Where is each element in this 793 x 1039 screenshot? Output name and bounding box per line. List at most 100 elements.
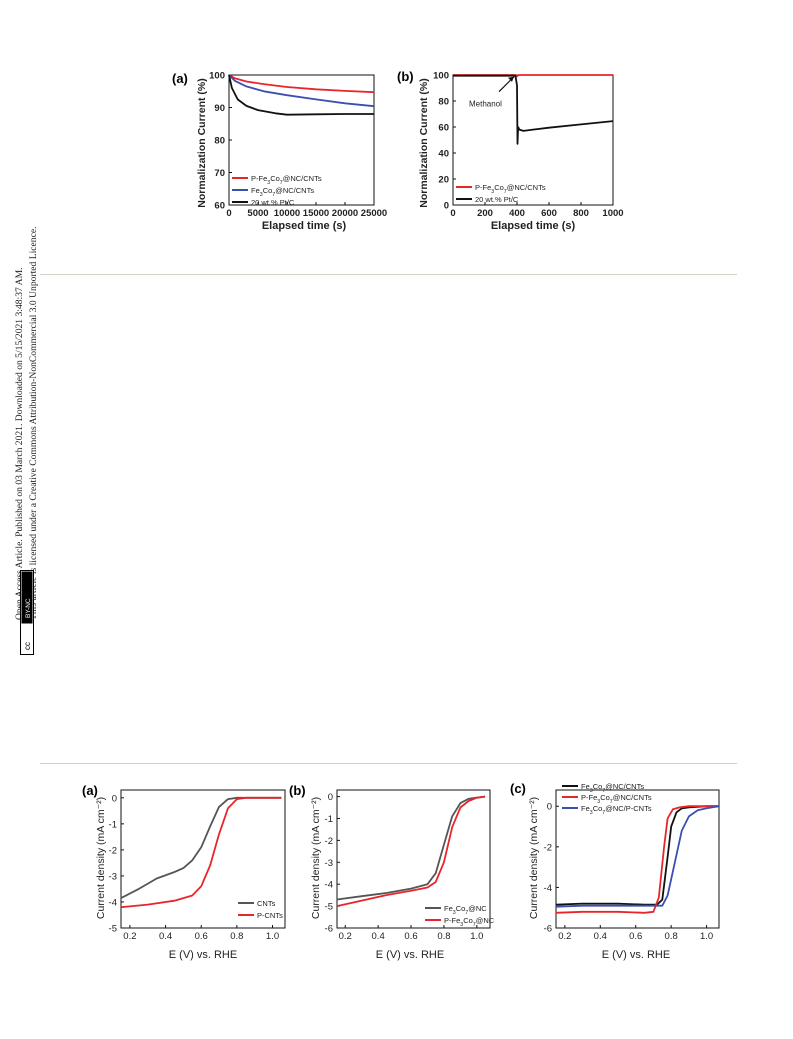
top-divider [40, 274, 737, 275]
y-tick-label: -3 [325, 858, 333, 869]
y-tick-label: 60 [214, 201, 225, 212]
x-axis-label: E (V) vs. RHE [169, 949, 237, 961]
x-axis-label: E (V) vs. RHE [376, 949, 444, 961]
legend-label: P-Fe3Co7@NC/CNTs [475, 183, 546, 195]
legend-label: P-Fe3Co7@NC [444, 916, 495, 928]
x-tick-label: 0.4 [159, 931, 172, 942]
x-tick-label: 0.8 [665, 931, 678, 942]
y-tick-label: 20 [438, 175, 449, 186]
series-line [336, 795, 486, 901]
y-tick-label: 100 [433, 71, 449, 82]
y-tick-label: -1 [325, 814, 333, 825]
x-tick-label: 15000 [303, 208, 329, 219]
y-axis-label: Current density (mA cm⁻²) [95, 797, 107, 919]
annotation-label: Methanol [469, 100, 502, 109]
chart-bottom-c: (c) Current density (mA cm⁻²) E (V) vs. … [510, 781, 720, 961]
legend-label: Fe3Co7@NC/CNTs [581, 782, 644, 794]
y-tick-label: 90 [214, 103, 225, 114]
plot-frame [555, 789, 720, 929]
y-tick-label: -5 [325, 902, 333, 913]
y-tick-label: -4 [325, 880, 333, 891]
series-line [336, 795, 486, 907]
x-tick-label: 0.4 [372, 931, 385, 942]
legend-label: P-CNTs [257, 911, 283, 920]
chart-top-b: (b) Normalization Current (%) Elapsed ti… [397, 69, 624, 232]
plot-frame [120, 789, 286, 929]
x-axis-label: Elapsed time (s) [491, 220, 576, 232]
x-tick-label: 0.8 [437, 931, 450, 942]
x-tick-label: 0.2 [339, 931, 352, 942]
y-tick-label: 0 [112, 793, 117, 804]
figure-top: (a) Normalization Current (%) Elapsed ti… [172, 69, 624, 233]
y-axis-label: Current density (mA cm⁻²) [310, 797, 322, 919]
y-axis-label: Normalization Current (%) [418, 78, 430, 208]
annotation-arrowhead [508, 76, 514, 82]
x-tick-label: 600 [541, 208, 557, 219]
y-tick-label: -4 [544, 883, 552, 894]
y-tick-label: 80 [214, 136, 225, 147]
x-tick-label: 0.8 [230, 931, 243, 942]
series-line [228, 74, 375, 108]
x-tick-label: 0.6 [404, 931, 417, 942]
x-axis-label: E (V) vs. RHE [602, 949, 670, 961]
series-line [120, 796, 282, 899]
y-tick-label: 70 [214, 168, 225, 179]
series-line [555, 805, 719, 914]
series-line [228, 74, 375, 94]
y-axis-label: Normalization Current (%) [196, 78, 208, 208]
y-tick-label: -4 [109, 897, 117, 908]
legend-label: P-Fe3Co7@NC/CNTs [251, 174, 322, 186]
legend-label: 20 wt.% Pt/C [251, 198, 295, 207]
series-line [228, 74, 374, 116]
x-tick-label: 1000 [602, 208, 623, 219]
figure-bottom: (a) Current density (mA cm⁻²) E (V) vs. … [82, 781, 720, 961]
legend-label: Fe3Co7@NC/P-CNTs [581, 804, 652, 816]
legend-label: 20 wt.% Pt/C [475, 195, 519, 204]
plot-frame [336, 789, 491, 929]
panel-label: (b) [397, 69, 414, 84]
y-tick-label: -6 [325, 924, 333, 935]
y-axis-label: Current density (mA cm⁻²) [528, 797, 540, 919]
x-tick-label: 0 [450, 208, 455, 219]
y-tick-label: -1 [109, 819, 117, 830]
y-tick-label: 0 [547, 802, 552, 813]
x-tick-label: 25000 [361, 208, 387, 219]
y-tick-label: -5 [109, 924, 117, 935]
bottom-divider [40, 763, 737, 764]
cc-badge-label: cc [23, 642, 32, 650]
series-line [555, 805, 720, 908]
x-tick-label: 0.6 [195, 931, 208, 942]
x-tick-label: 20000 [332, 208, 358, 219]
panel-label: (b) [289, 783, 306, 798]
legend-label: Fe3Co7@NC [444, 904, 487, 916]
y-tick-label: -2 [544, 842, 552, 853]
x-axis-label: Elapsed time (s) [262, 220, 347, 232]
x-tick-label: 1.0 [470, 931, 483, 942]
x-tick-label: 1.0 [700, 931, 713, 942]
cc-badge-text: BY-NC [25, 598, 32, 618]
panel-label: (c) [510, 781, 526, 796]
series-line [120, 796, 282, 909]
panel-label: (a) [82, 783, 98, 798]
chart-bottom-a: (a) Current density (mA cm⁻²) E (V) vs. … [82, 783, 286, 961]
x-tick-label: 10000 [274, 208, 300, 219]
y-tick-label: 0 [444, 201, 449, 212]
x-tick-label: 800 [573, 208, 589, 219]
y-tick-label: 100 [209, 71, 225, 82]
legend-label: Fe3Co7@NC/CNTs [251, 186, 314, 198]
license-line-1: Open Access Article. Published on 03 Mar… [14, 267, 25, 620]
x-tick-label: 5000 [247, 208, 268, 219]
series-line [453, 74, 614, 145]
x-tick-label: 200 [477, 208, 493, 219]
x-tick-label: 0.6 [629, 931, 642, 942]
x-tick-label: 0.2 [558, 931, 571, 942]
x-tick-label: 0 [226, 208, 231, 219]
x-tick-label: 0.2 [123, 931, 136, 942]
y-tick-label: 80 [438, 97, 449, 108]
cc-license-badge[interactable]: cc BY-NC [20, 570, 34, 655]
series-line [555, 805, 719, 906]
y-tick-label: -2 [109, 845, 117, 856]
y-tick-label: -3 [109, 871, 117, 882]
chart-bottom-b: (b) Current density (mA cm⁻²) E (V) vs. … [289, 783, 495, 961]
chart-top-a: (a) Normalization Current (%) Elapsed ti… [172, 71, 387, 233]
